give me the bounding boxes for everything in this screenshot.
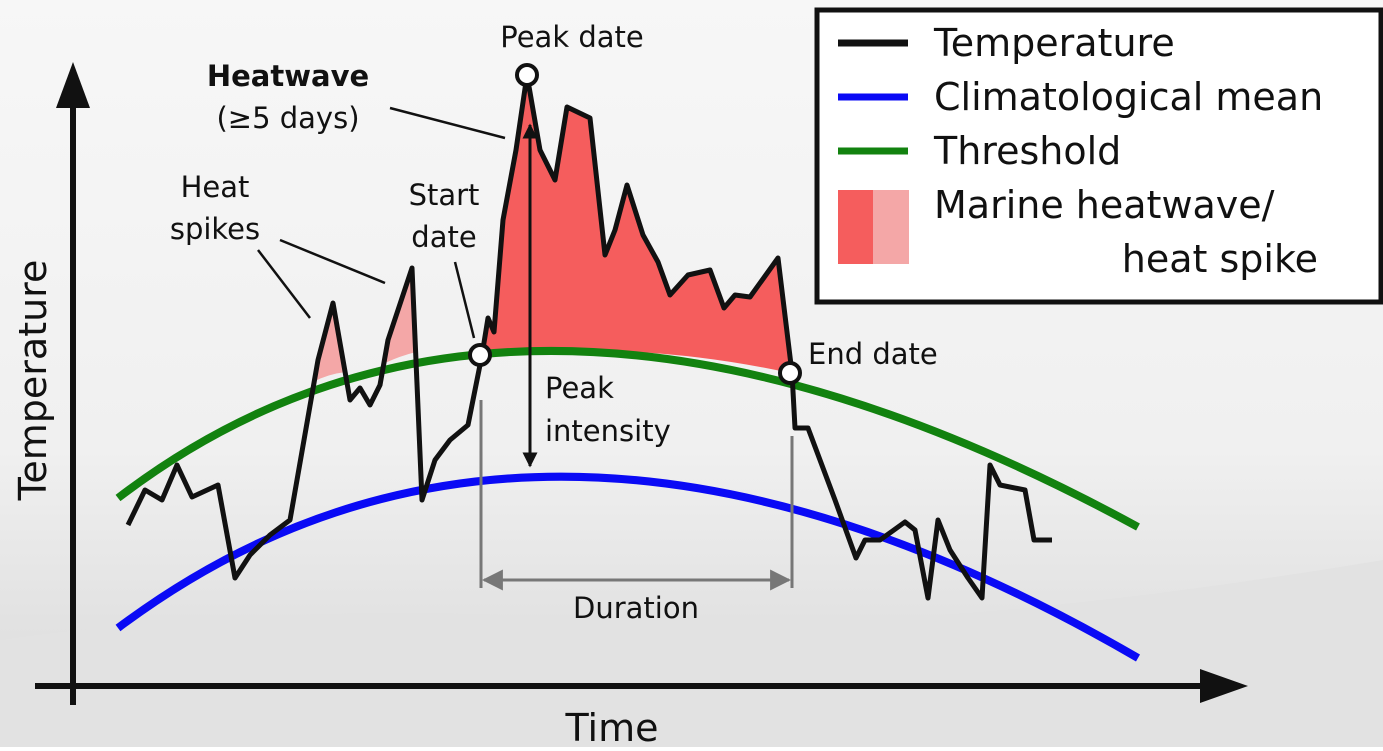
heatwave-note: (≥5 days) (216, 101, 359, 135)
x-axis-label: Time (565, 706, 659, 747)
start-point (470, 345, 490, 365)
y-axis-label: Temperature (11, 260, 55, 502)
legend: Temperature Climatological mean Threshol… (817, 10, 1381, 302)
end-point (780, 363, 800, 383)
legend-swatch (838, 190, 874, 264)
end-date-label: End date (808, 337, 938, 371)
legend-label: Climatological mean (934, 75, 1323, 119)
duration-label: Duration (573, 591, 699, 625)
start-date-label: Start (409, 178, 480, 212)
peak-point (517, 65, 537, 85)
legend-label: Threshold (933, 129, 1121, 173)
legend-label: Marine heatwave/ (934, 183, 1275, 227)
peak-intensity-label: Peak (545, 371, 614, 405)
heatwave-label: Heatwave (207, 59, 369, 93)
peak-date-label: Peak date (500, 20, 643, 54)
diagram: Peak date Heatwave (≥5 days) Heat spikes… (0, 0, 1383, 747)
legend-swatch (873, 190, 909, 264)
start-date-label: date (411, 220, 476, 254)
legend-label: Temperature (933, 21, 1175, 65)
heat-spikes-label: spikes (170, 212, 260, 246)
page: Peak date Heatwave (≥5 days) Heat spikes… (0, 0, 1383, 747)
peak-intensity-label: intensity (545, 414, 671, 448)
heat-spikes-label: Heat (181, 170, 250, 204)
legend-label: heat spike (1122, 237, 1318, 281)
